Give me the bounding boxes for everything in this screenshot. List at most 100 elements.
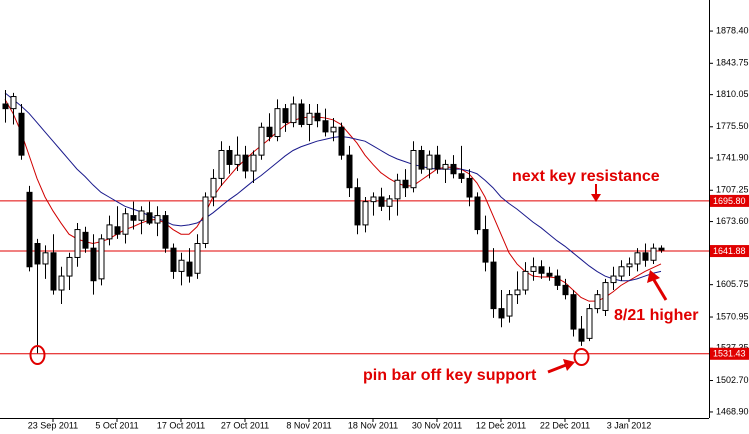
annotation: next key resistance — [512, 168, 660, 185]
y-tick-label: 1810.05 — [716, 89, 749, 99]
candle-body — [82, 231, 89, 249]
candle-body — [490, 261, 497, 310]
candle-body — [146, 212, 153, 224]
candle-body — [378, 196, 385, 207]
candle-body — [642, 252, 649, 261]
candle-body — [586, 308, 593, 339]
candle-body — [594, 294, 601, 310]
candle-body — [514, 289, 521, 296]
candle-body — [90, 247, 97, 282]
highlight-circle — [29, 345, 46, 365]
y-tick-label: 1673.60 — [716, 216, 749, 226]
candle-body — [370, 196, 377, 203]
candle-body — [202, 196, 209, 245]
candle-body — [186, 261, 193, 277]
candle-body — [138, 210, 145, 221]
candle-body — [482, 229, 489, 263]
candle-body — [170, 247, 177, 272]
candle-body — [274, 108, 281, 138]
candle-body — [258, 126, 265, 156]
y-tick-label: 1502.70 — [716, 375, 749, 385]
candle-body — [178, 259, 185, 272]
arrow — [652, 279, 668, 301]
candle-body — [346, 154, 353, 189]
y-tick-label: 1843.75 — [716, 58, 749, 68]
candle-body — [570, 294, 577, 330]
highlight-circle — [573, 348, 590, 366]
candle-body — [498, 308, 505, 319]
candle-body — [234, 154, 241, 165]
candle-body — [450, 163, 457, 175]
candle-body — [434, 154, 441, 170]
y-tick-label: 1707.25 — [716, 185, 749, 195]
candle-body — [522, 270, 529, 291]
candle-body — [402, 179, 409, 189]
y-tick-label: 1878.40 — [716, 25, 749, 35]
candle-body — [210, 177, 217, 198]
candle-body — [114, 226, 121, 235]
x-tick-label: 18 Nov 2011 — [348, 420, 398, 430]
x-tick-label: 8 Nov 2011 — [286, 420, 331, 430]
candle-body — [658, 247, 665, 251]
annotation: pin bar off key support — [363, 367, 537, 384]
candle-body — [298, 103, 305, 125]
annotation: 8/21 higher — [614, 307, 698, 324]
candle-body — [242, 154, 249, 172]
key-level-box — [710, 347, 749, 360]
candle-body — [610, 275, 617, 284]
candle-body — [354, 187, 361, 226]
x-tick-label: 5 Oct 2011 — [95, 420, 138, 430]
candle-body — [154, 215, 161, 224]
key-level-box — [710, 194, 749, 207]
candle-body — [442, 163, 449, 170]
x-tick-label: 27 Oct 2011 — [221, 420, 269, 430]
candle-body — [106, 224, 113, 240]
candle-body — [426, 154, 433, 170]
candle-body — [42, 252, 49, 265]
candle-body — [650, 247, 657, 261]
candle-body — [362, 201, 369, 226]
candle-body — [394, 179, 401, 200]
candle-body — [34, 243, 41, 265]
candle-body — [538, 266, 545, 274]
candle-body — [58, 275, 65, 291]
x-tick-label: 3 Jan 2012 — [607, 420, 652, 430]
y-tick-label: 1775.50 — [716, 121, 749, 131]
candle-body — [194, 243, 201, 274]
x-tick-label: 23 Sep 2011 — [28, 420, 78, 430]
candle-body — [130, 215, 137, 221]
arrow-head — [563, 359, 575, 371]
x-tick-label: 30 Nov 2011 — [412, 420, 462, 430]
candle-body — [506, 294, 513, 317]
key-level-label: 1531.43 — [713, 349, 746, 359]
y-tick-label: 1605.75 — [716, 279, 749, 289]
y-tick-label: 1537.35 — [716, 343, 749, 353]
key-level-box — [710, 245, 749, 258]
candle-body — [338, 126, 345, 156]
arrow-head — [591, 194, 601, 202]
candle-body — [562, 284, 569, 296]
candle-body — [2, 103, 9, 110]
candle-body — [618, 266, 625, 277]
candle-body — [266, 126, 273, 138]
candle-body — [410, 149, 417, 189]
candle-body — [554, 275, 561, 286]
candle-body — [66, 256, 73, 277]
candle-body — [418, 149, 425, 170]
candle-body — [18, 112, 25, 156]
y-tick-label: 1741.90 — [716, 152, 749, 162]
candle-body — [226, 149, 233, 165]
candle-body — [50, 252, 57, 291]
key-level-label: 1641.88 — [713, 246, 746, 256]
candle-body — [474, 196, 481, 231]
candle-body — [634, 252, 641, 265]
candle-body — [602, 282, 609, 311]
candle-body — [98, 238, 105, 280]
candle-body — [546, 272, 553, 277]
candle-body — [122, 213, 129, 235]
candle-body — [218, 149, 225, 179]
candle-body — [626, 263, 633, 268]
candle-body — [250, 154, 257, 172]
candle-body — [74, 229, 81, 258]
